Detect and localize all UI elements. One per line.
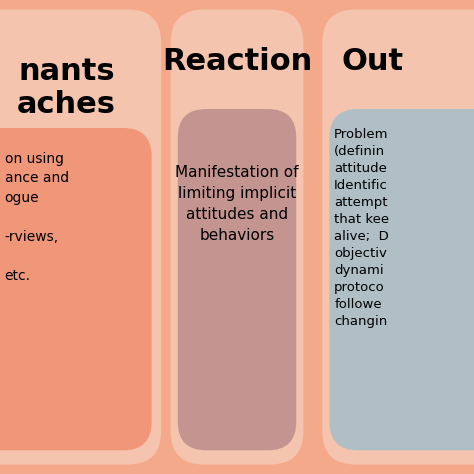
Text: nants
aches: nants aches — [17, 57, 116, 119]
Text: on using
ance and
ogue

-rviews,

etc.: on using ance and ogue -rviews, etc. — [5, 152, 69, 283]
Text: Manifestation of
limiting implicit
attitudes and
behaviors: Manifestation of limiting implicit attit… — [175, 165, 299, 243]
Text: Reaction: Reaction — [162, 47, 312, 76]
Text: Out: Out — [341, 47, 403, 76]
FancyBboxPatch shape — [329, 109, 474, 450]
FancyBboxPatch shape — [171, 9, 303, 465]
FancyBboxPatch shape — [0, 128, 152, 450]
FancyBboxPatch shape — [0, 9, 161, 465]
FancyBboxPatch shape — [178, 109, 296, 450]
Text: Problem
(definin
attitude
Identific
attempt
that kee
alive;  D
objectiv
dynami
p: Problem (definin attitude Identific atte… — [334, 128, 389, 328]
FancyBboxPatch shape — [322, 9, 474, 465]
